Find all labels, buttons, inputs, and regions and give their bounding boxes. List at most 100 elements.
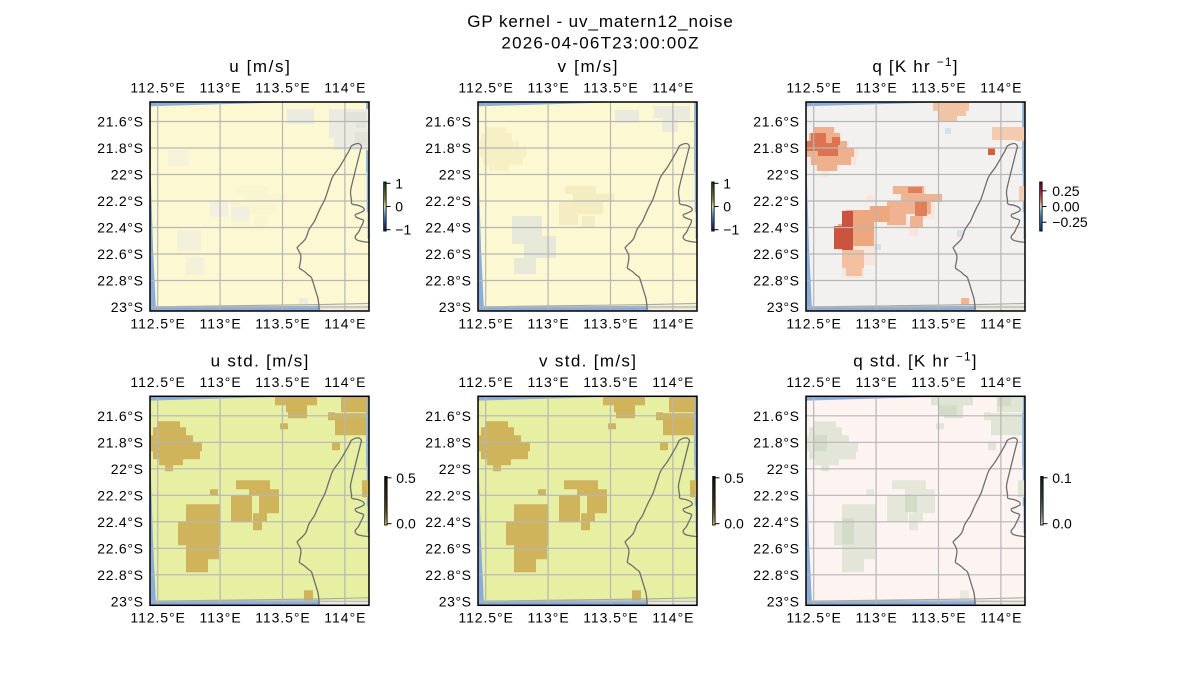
svg-text:113°E: 113°E — [200, 374, 241, 390]
svg-text:22.8°S: 22.8°S — [753, 567, 799, 583]
svg-text:112.5°E: 112.5°E — [130, 374, 185, 390]
svg-text:u std. [m/s]: u std. [m/s] — [211, 352, 309, 371]
svg-text:113°E: 113°E — [856, 374, 897, 390]
svg-text:112.5°E: 112.5°E — [458, 374, 513, 390]
svg-text:112.5°E: 112.5°E — [130, 80, 185, 96]
svg-text:22°S: 22°S — [111, 461, 143, 477]
svg-text:21.8°S: 21.8°S — [425, 434, 471, 450]
svg-text:GP kernel - uv_matern12_noise: GP kernel - uv_matern12_noise — [467, 12, 733, 31]
svg-text:−1: −1 — [395, 222, 411, 238]
svg-text:23°S: 23°S — [767, 299, 799, 315]
svg-text:113.5°E: 113.5°E — [911, 80, 966, 96]
svg-text:113.5°E: 113.5°E — [911, 374, 966, 390]
svg-text:2026-04-06T23:00:00Z: 2026-04-06T23:00:00Z — [501, 33, 698, 52]
svg-text:114°E: 114°E — [980, 610, 1021, 626]
svg-text:0.1: 0.1 — [1052, 470, 1072, 486]
svg-text:113°E: 113°E — [528, 315, 569, 331]
svg-text:v std. [m/s]: v std. [m/s] — [539, 352, 636, 371]
svg-text:21.6°S: 21.6°S — [753, 114, 799, 130]
svg-text:112.5°E: 112.5°E — [458, 315, 513, 331]
svg-text:0.0: 0.0 — [396, 516, 416, 532]
svg-text:113°E: 113°E — [528, 80, 569, 96]
svg-text:−1: −1 — [723, 222, 739, 238]
svg-text:q [K hr −1]: q [K hr −1] — [872, 55, 958, 76]
svg-text:q std. [K hr −1]: q std. [K hr −1] — [853, 349, 977, 370]
svg-text:113.5°E: 113.5°E — [583, 315, 638, 331]
svg-text:22°S: 22°S — [767, 461, 799, 477]
svg-text:21.6°S: 21.6°S — [97, 408, 143, 424]
svg-text:22.6°S: 22.6°S — [425, 540, 471, 556]
svg-text:112.5°E: 112.5°E — [786, 374, 841, 390]
svg-text:114°E: 114°E — [652, 80, 693, 96]
svg-text:22.4°S: 22.4°S — [753, 514, 799, 530]
svg-text:22.8°S: 22.8°S — [425, 567, 471, 583]
svg-text:21.6°S: 21.6°S — [753, 408, 799, 424]
svg-text:113.5°E: 113.5°E — [255, 610, 310, 626]
svg-text:113.5°E: 113.5°E — [911, 315, 966, 331]
svg-text:0.0: 0.0 — [724, 516, 744, 532]
svg-text:0: 0 — [723, 199, 731, 215]
svg-text:113°E: 113°E — [856, 610, 897, 626]
svg-text:22.2°S: 22.2°S — [753, 193, 799, 209]
svg-text:114°E: 114°E — [324, 315, 365, 331]
svg-text:22°S: 22°S — [439, 167, 471, 183]
svg-text:22.6°S: 22.6°S — [425, 246, 471, 262]
svg-text:0: 0 — [395, 199, 403, 215]
svg-text:23°S: 23°S — [439, 593, 471, 609]
svg-text:113.5°E: 113.5°E — [583, 374, 638, 390]
svg-text:114°E: 114°E — [324, 80, 365, 96]
svg-text:114°E: 114°E — [324, 610, 365, 626]
svg-text:113.5°E: 113.5°E — [255, 80, 310, 96]
svg-text:0.5: 0.5 — [396, 470, 416, 486]
svg-text:114°E: 114°E — [324, 374, 365, 390]
svg-text:21.6°S: 21.6°S — [425, 114, 471, 130]
svg-text:113.5°E: 113.5°E — [583, 610, 638, 626]
svg-text:113°E: 113°E — [528, 374, 569, 390]
svg-text:22.8°S: 22.8°S — [97, 567, 143, 583]
svg-text:21.8°S: 21.8°S — [753, 434, 799, 450]
svg-text:113°E: 113°E — [528, 610, 569, 626]
svg-text:23°S: 23°S — [439, 299, 471, 315]
svg-text:0.5: 0.5 — [724, 470, 744, 486]
svg-text:22.8°S: 22.8°S — [425, 273, 471, 289]
svg-text:113.5°E: 113.5°E — [255, 374, 310, 390]
svg-text:22.8°S: 22.8°S — [753, 273, 799, 289]
svg-text:22.4°S: 22.4°S — [97, 220, 143, 236]
svg-text:113.5°E: 113.5°E — [255, 315, 310, 331]
svg-text:112.5°E: 112.5°E — [458, 80, 513, 96]
svg-text:113°E: 113°E — [200, 315, 241, 331]
svg-text:114°E: 114°E — [980, 80, 1021, 96]
svg-text:22.6°S: 22.6°S — [753, 540, 799, 556]
svg-text:u [m/s]: u [m/s] — [229, 57, 290, 76]
svg-text:112.5°E: 112.5°E — [786, 315, 841, 331]
svg-text:113°E: 113°E — [856, 315, 897, 331]
svg-text:114°E: 114°E — [652, 315, 693, 331]
svg-text:1: 1 — [395, 175, 403, 191]
svg-text:114°E: 114°E — [652, 374, 693, 390]
svg-text:22°S: 22°S — [111, 167, 143, 183]
svg-text:21.6°S: 21.6°S — [97, 114, 143, 130]
svg-text:114°E: 114°E — [652, 610, 693, 626]
svg-text:22.2°S: 22.2°S — [97, 193, 143, 209]
svg-text:21.8°S: 21.8°S — [97, 434, 143, 450]
svg-text:22.2°S: 22.2°S — [425, 487, 471, 503]
svg-text:112.5°E: 112.5°E — [786, 610, 841, 626]
svg-text:22.6°S: 22.6°S — [97, 540, 143, 556]
svg-text:23°S: 23°S — [767, 593, 799, 609]
svg-text:21.8°S: 21.8°S — [753, 140, 799, 156]
svg-text:113.5°E: 113.5°E — [583, 80, 638, 96]
svg-text:112.5°E: 112.5°E — [458, 610, 513, 626]
svg-text:22.4°S: 22.4°S — [425, 220, 471, 236]
svg-text:0.25: 0.25 — [1052, 183, 1079, 199]
svg-text:0.00: 0.00 — [1052, 199, 1079, 215]
svg-text:23°S: 23°S — [111, 299, 143, 315]
svg-text:0.0: 0.0 — [1052, 516, 1072, 532]
svg-text:114°E: 114°E — [980, 374, 1021, 390]
svg-text:113°E: 113°E — [200, 80, 241, 96]
svg-text:112.5°E: 112.5°E — [130, 610, 185, 626]
svg-text:113°E: 113°E — [200, 610, 241, 626]
svg-text:22.2°S: 22.2°S — [97, 487, 143, 503]
svg-text:113°E: 113°E — [856, 80, 897, 96]
svg-text:21.8°S: 21.8°S — [97, 140, 143, 156]
svg-text:21.6°S: 21.6°S — [425, 408, 471, 424]
